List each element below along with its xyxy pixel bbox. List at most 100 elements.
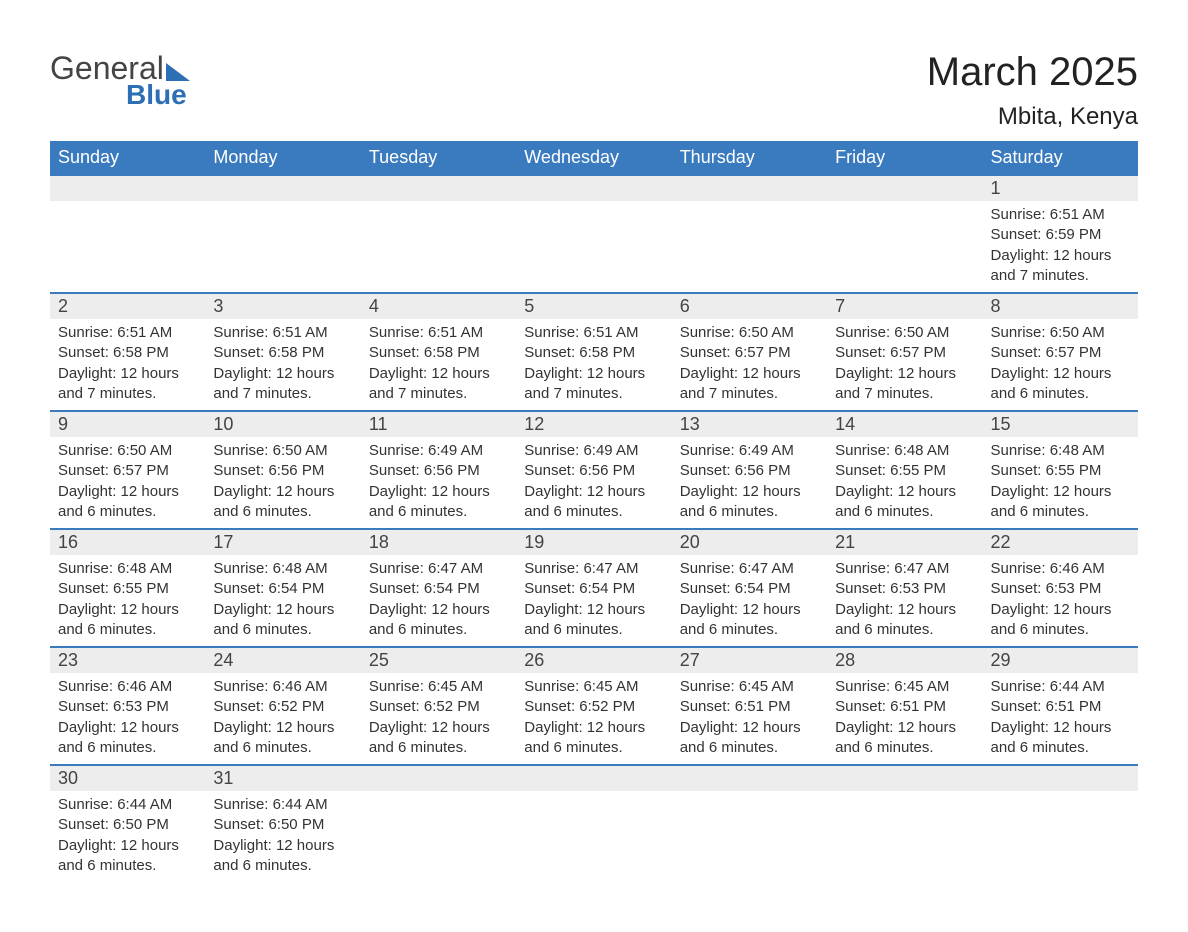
sunset-text: Sunset: 6:53 PM	[835, 579, 974, 599]
day-number: 13	[672, 412, 827, 437]
day-of-week-header: Tuesday	[361, 141, 516, 175]
sunset-text: Sunset: 6:52 PM	[369, 697, 508, 717]
day-number-empty	[361, 176, 516, 201]
calendar-cell	[983, 765, 1138, 882]
day-details: Sunrise: 6:49 AMSunset: 6:56 PMDaylight:…	[361, 437, 516, 528]
sunset-text: Sunset: 6:50 PM	[58, 815, 197, 835]
day-details: Sunrise: 6:44 AMSunset: 6:50 PMDaylight:…	[205, 791, 360, 882]
sunrise-text: Sunrise: 6:48 AM	[835, 441, 974, 461]
calendar-cell	[361, 175, 516, 293]
calendar-week-row: 1Sunrise: 6:51 AMSunset: 6:59 PMDaylight…	[50, 175, 1138, 293]
day-details: Sunrise: 6:47 AMSunset: 6:54 PMDaylight:…	[516, 555, 671, 646]
daylight-text: Daylight: 12 hours and 6 minutes.	[835, 600, 974, 641]
calendar-cell	[672, 175, 827, 293]
logo: General Blue	[50, 50, 190, 111]
sunset-text: Sunset: 6:54 PM	[680, 579, 819, 599]
day-number-empty	[827, 176, 982, 201]
sunrise-text: Sunrise: 6:51 AM	[369, 323, 508, 343]
calendar-cell: 17Sunrise: 6:48 AMSunset: 6:54 PMDayligh…	[205, 529, 360, 647]
sunrise-text: Sunrise: 6:46 AM	[213, 677, 352, 697]
sunrise-text: Sunrise: 6:50 AM	[991, 323, 1130, 343]
daylight-text: Daylight: 12 hours and 7 minutes.	[991, 246, 1130, 287]
day-number: 15	[983, 412, 1138, 437]
day-details: Sunrise: 6:51 AMSunset: 6:58 PMDaylight:…	[50, 319, 205, 410]
daylight-text: Daylight: 12 hours and 6 minutes.	[991, 600, 1130, 641]
daylight-text: Daylight: 12 hours and 6 minutes.	[213, 836, 352, 877]
sunset-text: Sunset: 6:53 PM	[58, 697, 197, 717]
sunset-text: Sunset: 6:56 PM	[524, 461, 663, 481]
day-number: 3	[205, 294, 360, 319]
sunset-text: Sunset: 6:57 PM	[680, 343, 819, 363]
calendar-cell: 10Sunrise: 6:50 AMSunset: 6:56 PMDayligh…	[205, 411, 360, 529]
sunrise-text: Sunrise: 6:47 AM	[680, 559, 819, 579]
daylight-text: Daylight: 12 hours and 6 minutes.	[524, 482, 663, 523]
sunset-text: Sunset: 6:54 PM	[524, 579, 663, 599]
sunrise-text: Sunrise: 6:51 AM	[58, 323, 197, 343]
day-number-empty	[516, 766, 671, 791]
calendar-week-row: 23Sunrise: 6:46 AMSunset: 6:53 PMDayligh…	[50, 647, 1138, 765]
daylight-text: Daylight: 12 hours and 6 minutes.	[369, 718, 508, 759]
day-number: 5	[516, 294, 671, 319]
day-details: Sunrise: 6:50 AMSunset: 6:56 PMDaylight:…	[205, 437, 360, 528]
calendar-cell: 5Sunrise: 6:51 AMSunset: 6:58 PMDaylight…	[516, 293, 671, 411]
calendar-cell: 26Sunrise: 6:45 AMSunset: 6:52 PMDayligh…	[516, 647, 671, 765]
title-block: March 2025 Mbita, Kenya	[927, 50, 1138, 131]
sunrise-text: Sunrise: 6:48 AM	[58, 559, 197, 579]
sunrise-text: Sunrise: 6:44 AM	[58, 795, 197, 815]
calendar-cell: 14Sunrise: 6:48 AMSunset: 6:55 PMDayligh…	[827, 411, 982, 529]
calendar-cell: 23Sunrise: 6:46 AMSunset: 6:53 PMDayligh…	[50, 647, 205, 765]
daylight-text: Daylight: 12 hours and 6 minutes.	[524, 600, 663, 641]
sunset-text: Sunset: 6:59 PM	[991, 225, 1130, 245]
day-number: 11	[361, 412, 516, 437]
day-details: Sunrise: 6:49 AMSunset: 6:56 PMDaylight:…	[516, 437, 671, 528]
day-details: Sunrise: 6:44 AMSunset: 6:50 PMDaylight:…	[50, 791, 205, 882]
days-of-week-row: SundayMondayTuesdayWednesdayThursdayFrid…	[50, 141, 1138, 175]
sunrise-text: Sunrise: 6:50 AM	[680, 323, 819, 343]
calendar-cell: 22Sunrise: 6:46 AMSunset: 6:53 PMDayligh…	[983, 529, 1138, 647]
day-number: 10	[205, 412, 360, 437]
daylight-text: Daylight: 12 hours and 6 minutes.	[680, 482, 819, 523]
calendar-cell	[516, 175, 671, 293]
daylight-text: Daylight: 12 hours and 6 minutes.	[58, 482, 197, 523]
calendar-cell: 11Sunrise: 6:49 AMSunset: 6:56 PMDayligh…	[361, 411, 516, 529]
day-details: Sunrise: 6:45 AMSunset: 6:51 PMDaylight:…	[827, 673, 982, 764]
daylight-text: Daylight: 12 hours and 6 minutes.	[680, 718, 819, 759]
day-details: Sunrise: 6:51 AMSunset: 6:59 PMDaylight:…	[983, 201, 1138, 292]
sunset-text: Sunset: 6:57 PM	[991, 343, 1130, 363]
day-details: Sunrise: 6:46 AMSunset: 6:53 PMDaylight:…	[50, 673, 205, 764]
sunrise-text: Sunrise: 6:51 AM	[991, 205, 1130, 225]
day-number: 25	[361, 648, 516, 673]
day-number: 9	[50, 412, 205, 437]
calendar-body: 1Sunrise: 6:51 AMSunset: 6:59 PMDaylight…	[50, 175, 1138, 882]
day-number: 29	[983, 648, 1138, 673]
sunset-text: Sunset: 6:56 PM	[369, 461, 508, 481]
calendar-cell: 31Sunrise: 6:44 AMSunset: 6:50 PMDayligh…	[205, 765, 360, 882]
sunset-text: Sunset: 6:58 PM	[213, 343, 352, 363]
day-number-empty	[205, 176, 360, 201]
sunrise-text: Sunrise: 6:44 AM	[213, 795, 352, 815]
day-details: Sunrise: 6:45 AMSunset: 6:52 PMDaylight:…	[516, 673, 671, 764]
sunrise-text: Sunrise: 6:49 AM	[680, 441, 819, 461]
calendar-cell: 2Sunrise: 6:51 AMSunset: 6:58 PMDaylight…	[50, 293, 205, 411]
daylight-text: Daylight: 12 hours and 6 minutes.	[213, 718, 352, 759]
sunset-text: Sunset: 6:51 PM	[680, 697, 819, 717]
day-number: 26	[516, 648, 671, 673]
day-number-empty	[361, 766, 516, 791]
day-number: 1	[983, 176, 1138, 201]
day-details: Sunrise: 6:44 AMSunset: 6:51 PMDaylight:…	[983, 673, 1138, 764]
sunset-text: Sunset: 6:55 PM	[991, 461, 1130, 481]
day-number: 27	[672, 648, 827, 673]
day-details: Sunrise: 6:48 AMSunset: 6:55 PMDaylight:…	[983, 437, 1138, 528]
calendar-cell	[672, 765, 827, 882]
day-number: 21	[827, 530, 982, 555]
sunrise-text: Sunrise: 6:46 AM	[991, 559, 1130, 579]
day-details: Sunrise: 6:51 AMSunset: 6:58 PMDaylight:…	[516, 319, 671, 410]
daylight-text: Daylight: 12 hours and 6 minutes.	[835, 482, 974, 523]
calendar-week-row: 2Sunrise: 6:51 AMSunset: 6:58 PMDaylight…	[50, 293, 1138, 411]
calendar-week-row: 30Sunrise: 6:44 AMSunset: 6:50 PMDayligh…	[50, 765, 1138, 882]
daylight-text: Daylight: 12 hours and 7 minutes.	[58, 364, 197, 405]
calendar-cell	[50, 175, 205, 293]
daylight-text: Daylight: 12 hours and 7 minutes.	[213, 364, 352, 405]
calendar-cell: 16Sunrise: 6:48 AMSunset: 6:55 PMDayligh…	[50, 529, 205, 647]
daylight-text: Daylight: 12 hours and 6 minutes.	[991, 482, 1130, 523]
